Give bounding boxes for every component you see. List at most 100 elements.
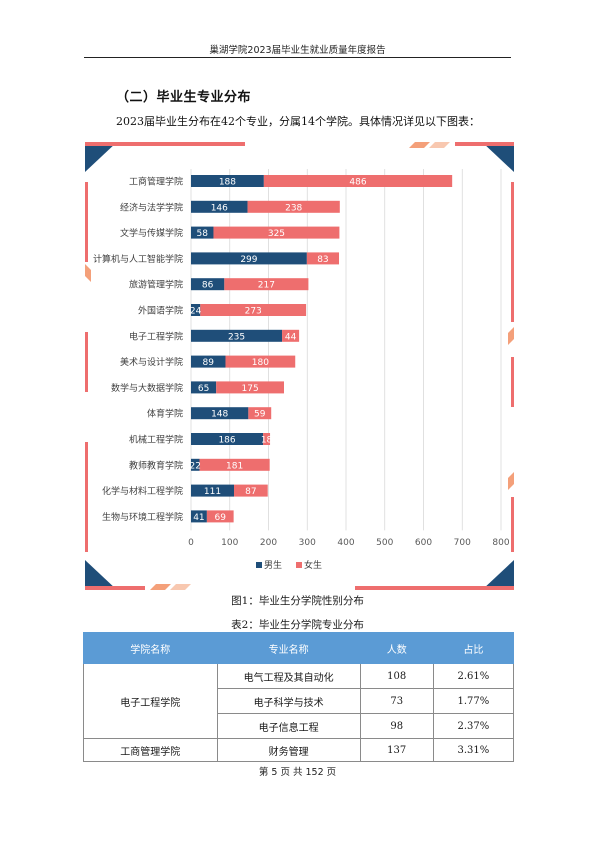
category-label: 数学与大数据学院 — [111, 382, 183, 394]
bar-segment-female — [225, 355, 296, 368]
data-label: 180 — [252, 358, 269, 368]
right-stripe-mid — [511, 357, 514, 407]
data-label: 89 — [203, 358, 215, 368]
col-header-major: 专业名称 — [216, 632, 361, 664]
data-label: 111 — [204, 487, 221, 497]
table-header-row: 学院名称 专业名称 人数 占比 — [83, 632, 515, 664]
corner-top-left — [85, 142, 117, 172]
bar-segment-male — [191, 407, 249, 420]
major-distribution-table: 学院名称 专业名称 人数 占比 电子工程学院 电气工程及其自动化 108 2.6… — [83, 632, 515, 762]
ratio-cell: 1.77% — [432, 688, 515, 714]
major-cell: 电气工程及其自动化 — [216, 663, 361, 689]
top-stripe-right — [455, 142, 514, 146]
college-cell: 工商管理学院 — [83, 738, 218, 762]
bottom-stripe-right — [355, 586, 514, 590]
category-label: 工商管理学院 — [129, 176, 183, 188]
category-label: 外国语学院 — [138, 305, 183, 317]
table-row: 工商管理学院 财务管理 137 3.31% — [83, 738, 515, 762]
data-label: 238 — [285, 203, 302, 213]
bar-segment-female — [213, 226, 340, 239]
bar-segment-female — [234, 484, 268, 497]
data-label: 235 — [228, 332, 245, 342]
bar-segment-male — [191, 200, 248, 213]
table-row: 电子工程学院 电气工程及其自动化 108 2.61% — [83, 663, 515, 739]
bar-segment-male — [191, 252, 307, 265]
bar-segment-female — [200, 304, 307, 316]
bar-segment-male — [191, 484, 235, 497]
gender-distribution-chart: 0 100 200 300 400 500 600 700 800 工商管理学院 188 486 经济与… — [85, 142, 514, 590]
left-stripe-bottom — [85, 442, 88, 552]
bar-segment-male — [191, 226, 214, 239]
bar-segment-male — [191, 458, 200, 471]
corner-bottom-left — [85, 560, 117, 590]
chart-svg: 0 100 200 300 400 500 600 700 800 工商管理学院 188 486 经济与… — [85, 142, 514, 590]
category-label: 文学与传媒学院 — [120, 227, 183, 239]
data-label: 86 — [202, 281, 214, 291]
x-tick-label: 600 — [415, 538, 432, 548]
data-label: 217 — [258, 281, 275, 291]
count-cell: 137 — [359, 738, 434, 762]
x-tick-label: 100 — [221, 538, 238, 548]
college-cell: 电子工程学院 — [83, 663, 218, 739]
bar-segment-female — [248, 407, 272, 420]
data-label: 69 — [215, 513, 227, 523]
data-label: 486 — [349, 178, 366, 188]
data-label: 59 — [254, 410, 266, 420]
chart-decor — [85, 142, 514, 590]
data-label: 44 — [285, 332, 297, 342]
bottom-stripe-left — [85, 586, 145, 590]
figure-caption: 图1：毕业生分学院性别分布 — [231, 595, 364, 607]
bar-segment-male — [191, 381, 217, 394]
bar-segment-female — [199, 458, 270, 471]
x-tick-label: 0 — [188, 538, 194, 548]
bar-segment-female — [263, 433, 271, 445]
count-cell: 73 — [359, 688, 434, 714]
bar-layer — [191, 175, 453, 523]
legend: 男生 女生 — [256, 559, 322, 571]
bar-segment-female — [224, 278, 309, 291]
bar-segment-female — [282, 329, 300, 342]
data-label: 83 — [317, 255, 328, 265]
right-chevron-1 — [508, 327, 514, 345]
data-label: 18 — [261, 436, 273, 446]
category-label: 经济与法学学院 — [120, 201, 183, 213]
right-stripe-top — [511, 182, 514, 322]
major-cell: 财务管理 — [216, 738, 361, 762]
data-label: 325 — [268, 229, 285, 239]
data-label: 188 — [219, 178, 236, 188]
header-rule — [84, 57, 511, 58]
category-label: 计算机与人工智能学院 — [93, 253, 183, 265]
top-chevron-1 — [409, 142, 430, 148]
ratio-cell: 3.31% — [432, 738, 515, 762]
category-label: 生物与环境工程学院 — [102, 511, 183, 523]
x-tick-label: 800 — [492, 538, 509, 548]
x-tick-label: 700 — [454, 538, 471, 548]
top-stripe-left — [85, 142, 245, 146]
data-label: 41 — [193, 513, 204, 523]
corner-top-right — [482, 142, 514, 172]
major-cell: 电子科学与技术 — [216, 688, 361, 714]
col-header-college: 学院名称 — [83, 632, 218, 664]
col-header-ratio: 占比 — [432, 632, 515, 664]
ratio-cell: 2.37% — [432, 713, 515, 739]
right-stripe-bottom — [511, 497, 514, 552]
page-footer: 第 5 页 共 152 页 — [258, 767, 337, 778]
data-label: 181 — [226, 461, 243, 471]
right-chevron-2 — [508, 472, 514, 490]
legend-label: 女生 — [304, 559, 322, 571]
legend-label: 男生 — [264, 559, 282, 571]
data-label: 22 — [190, 461, 201, 471]
bar-segment-male — [191, 510, 207, 523]
x-tick-label: 300 — [299, 538, 316, 548]
bar-segment-female — [247, 200, 340, 213]
data-label: 175 — [242, 384, 259, 394]
data-label: 24 — [190, 307, 202, 317]
data-label: 65 — [198, 384, 209, 394]
left-chevron-1 — [85, 264, 91, 282]
count-cell: 108 — [359, 663, 434, 689]
page-header-title: 巢湖学院2023届毕业生就业质量年度报告 — [209, 45, 386, 56]
category-label: 电子工程学院 — [129, 330, 183, 342]
bar-segment-female — [206, 510, 234, 523]
bar-segment-male — [191, 355, 226, 368]
data-label: 87 — [245, 487, 256, 497]
